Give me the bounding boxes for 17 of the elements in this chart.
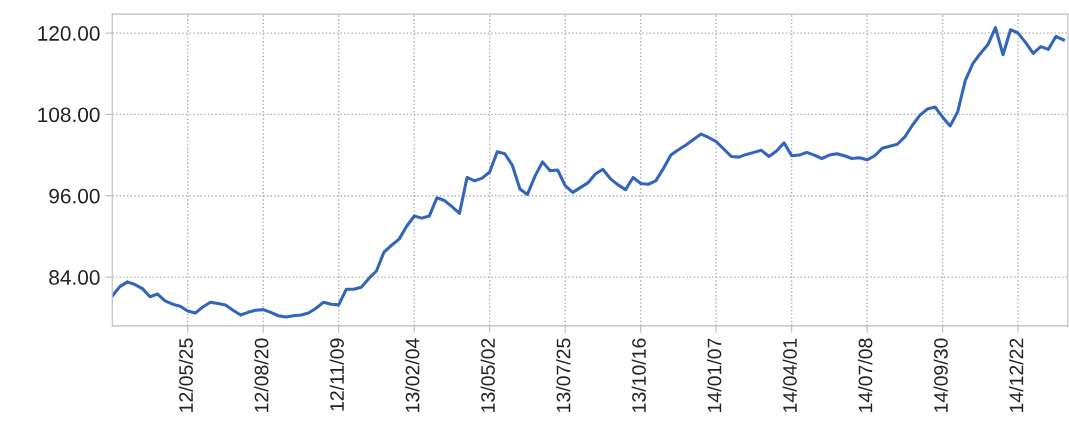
x-tick-label: 14/12/22 bbox=[1009, 338, 1024, 412]
x-tick-label: 12/08/20 bbox=[254, 338, 269, 412]
x-tick-label: 13/02/04 bbox=[405, 338, 420, 412]
x-tick-label: 14/09/30 bbox=[933, 338, 948, 412]
x-tick-label: 14/07/08 bbox=[858, 338, 873, 412]
y-tick-label: 120.00 bbox=[38, 26, 100, 41]
x-tick-label: 13/07/25 bbox=[556, 338, 571, 412]
x-tick-label: 14/01/07 bbox=[707, 338, 722, 412]
line-series bbox=[112, 26, 1065, 319]
x-tick-label: 12/05/25 bbox=[178, 338, 193, 412]
y-tick-label: 96.00 bbox=[49, 188, 100, 204]
x-tick-label: 12/11/09 bbox=[329, 338, 344, 411]
y-tick-label: 84.00 bbox=[49, 270, 100, 285]
x-tick-label: 13/05/02 bbox=[480, 338, 495, 412]
x-tick-label: 13/10/16 bbox=[631, 338, 646, 412]
x-tick-label: 14/04/01 bbox=[782, 338, 797, 412]
y-tick-label: 108.00 bbox=[38, 107, 100, 123]
